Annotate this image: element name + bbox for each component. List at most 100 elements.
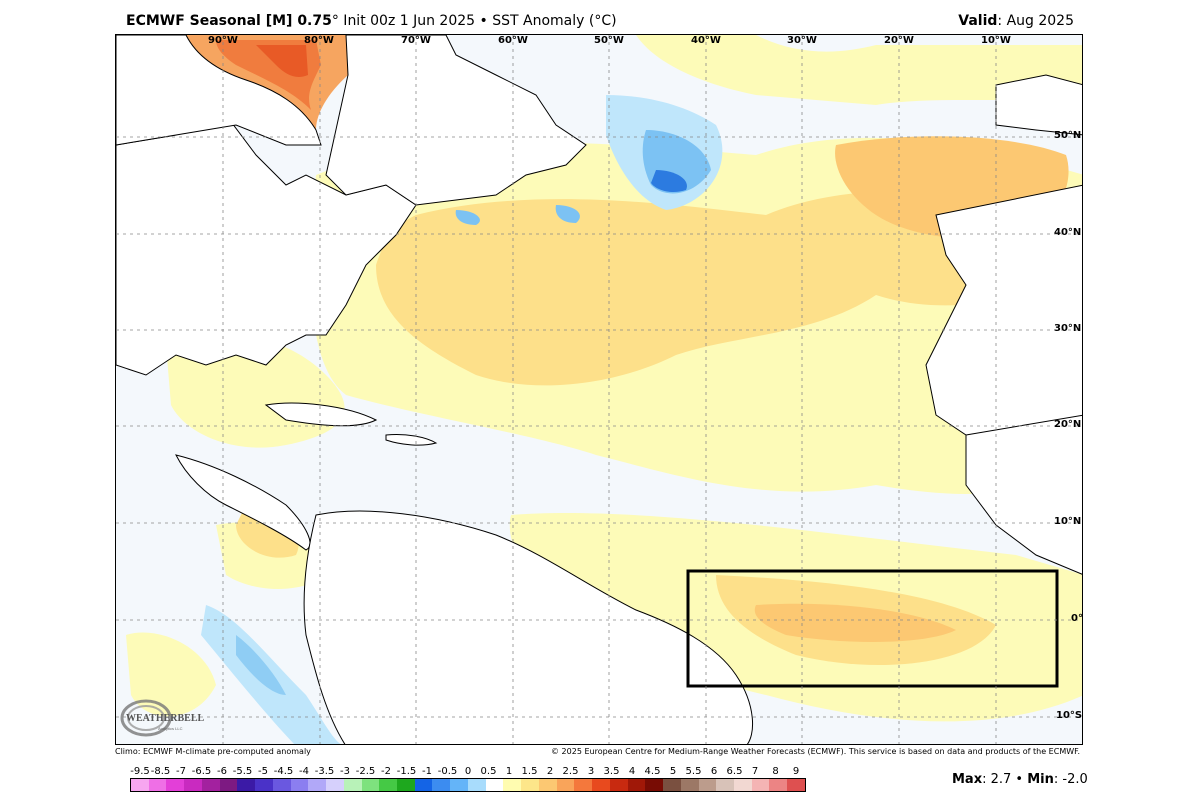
colorbar-tick-label: -8.5 — [150, 766, 171, 777]
north-america-landmass — [116, 114, 417, 376]
min-label: Min — [1027, 772, 1054, 787]
logo-text: WEATHERBELL — [126, 713, 204, 724]
colorbar-swatch — [556, 779, 575, 791]
colorbar-tick-label: -6 — [217, 766, 227, 777]
colorbar-tick-label: -1 — [422, 766, 432, 777]
colorbar-swatch — [255, 779, 273, 791]
colorbar-tick-label: 7 — [751, 766, 759, 777]
colorbar — [130, 778, 806, 792]
colorbar-tick-label: 5 — [669, 766, 677, 777]
colorbar-tick-label: -5.5 — [232, 766, 253, 777]
colorbar-swatch — [450, 779, 468, 791]
lon-label-80w: 80°W — [304, 35, 334, 46]
colorbar-swatch — [627, 779, 646, 791]
highlight-region-box[interactable] — [686, 569, 1059, 688]
colorbar-tick-label: -2 — [381, 766, 391, 777]
colorbar-tick-label: 4 — [628, 766, 636, 777]
hudson-bay-anomaly — [186, 35, 348, 130]
lat-label-equator: 0° — [1071, 613, 1083, 624]
copyright-note: © 2025 European Centre for Medium-Range … — [551, 747, 1080, 756]
lon-label-70w: 70°W — [401, 35, 431, 46]
model-name: ECMWF Seasonal [M] 0.75 — [126, 13, 332, 29]
lon-label-20w: 20°W — [884, 35, 914, 46]
lon-label-60w: 60°W — [498, 35, 528, 46]
colorbar-tick-label: 1.5 — [521, 766, 538, 777]
colorbar-tick-label: 0.5 — [480, 766, 497, 777]
colorbar-swatch — [290, 779, 309, 791]
colorbar-tick-label: -7 — [176, 766, 186, 777]
colorbar-swatch — [733, 779, 752, 791]
canada-north-landmass — [116, 35, 322, 146]
colorbar-swatch — [131, 779, 149, 791]
colorbar-tick-label: -6.5 — [191, 766, 212, 777]
europe-africa-landmass — [925, 184, 1082, 436]
colorbar-swatch — [201, 779, 220, 791]
map-gridlines — [116, 35, 1082, 744]
chart-title: ECMWF Seasonal [M] 0.75° Init 00z 1 Jun … — [126, 13, 617, 29]
lat-label-10s: 10°S — [1056, 710, 1083, 721]
colorbar-swatch — [166, 779, 185, 791]
colorbar-tick-label: -3.5 — [314, 766, 335, 777]
logo-subtext: Analytics LLC — [158, 726, 183, 731]
lat-label-50n: 50°N — [1054, 130, 1082, 141]
lon-label-30w: 30°W — [787, 35, 817, 46]
lon-label-40w: 40°W — [691, 35, 721, 46]
logo-mark: WEATHERBELL Analytics LLC — [120, 699, 204, 737]
max-min-readout: Max: 2.7 • Min: -2.0 — [952, 772, 1088, 787]
colorbar-swatch — [397, 779, 415, 791]
lat-label-10n: 10°N — [1054, 516, 1082, 527]
colorbar-swatch — [609, 779, 628, 791]
colorbar-swatch — [272, 779, 291, 791]
climo-note: Climo: ECMWF M-climate pre-computed anom… — [115, 747, 311, 756]
british-isles-landmass — [995, 74, 1082, 136]
colorbar-swatch — [361, 779, 380, 791]
lat-label-30n: 30°N — [1054, 323, 1082, 334]
hispaniola-landmass — [385, 434, 438, 446]
colorbar-swatch — [680, 779, 699, 791]
colorbar-swatch — [592, 779, 610, 791]
colorbar-tick-label: -2.5 — [355, 766, 376, 777]
colorbar-tick-label: 6.5 — [726, 766, 743, 777]
colorbar-swatch — [663, 779, 681, 791]
lat-label-40n: 40°N — [1054, 227, 1082, 238]
colorbar-swatch — [716, 779, 734, 791]
lon-label-50w: 50°W — [594, 35, 624, 46]
colorbar-swatch — [219, 779, 238, 791]
colorbar-tick-label: 0 — [464, 766, 472, 777]
colorbar-swatch — [184, 779, 202, 791]
min-value: : -2.0 — [1053, 772, 1088, 787]
colorbar-swatch — [645, 779, 664, 791]
colorbar-tick-label: -4.5 — [273, 766, 294, 777]
colorbar-tick-label: -1.5 — [396, 766, 417, 777]
valid-date: Valid: Aug 2025 — [958, 13, 1074, 29]
colorbar-tick-label: -0.5 — [437, 766, 458, 777]
lat-label-20n: 20°N — [1054, 419, 1082, 430]
central-america-landmass — [175, 454, 311, 551]
colorbar-tick-label: -5 — [258, 766, 268, 777]
colorbar-swatch — [574, 779, 593, 791]
colorbar-tick-label: -9.5 — [130, 766, 150, 777]
colorbar-swatch — [769, 779, 788, 791]
max-value: : 2.7 • — [982, 772, 1028, 787]
colorbar-tick-label: 3.5 — [603, 766, 620, 777]
west-africa-landmass — [965, 414, 1082, 575]
colorbar-swatch — [148, 779, 167, 791]
colorbar-swatch — [538, 779, 557, 791]
colorbar-swatch — [521, 779, 539, 791]
anomaly-fill-negative — [201, 95, 723, 744]
sst-anomaly-map[interactable]: 90°W 80°W 70°W 60°W 50°W 40°W 30°W 20°W … — [115, 34, 1083, 745]
colorbar-swatch — [503, 779, 522, 791]
colorbar-swatch — [343, 779, 362, 791]
colorbar-swatch — [326, 779, 344, 791]
colorbar-tick-label: 6 — [710, 766, 718, 777]
colorbar-tick-label: 2.5 — [562, 766, 579, 777]
colorbar-tick-label: 4.5 — [644, 766, 661, 777]
colorbar-swatch — [308, 779, 327, 791]
colorbar-tick-label: 1 — [505, 766, 513, 777]
colorbar-tick-label: 2 — [546, 766, 554, 777]
cuba-landmass — [264, 402, 378, 427]
lon-label-10w: 10°W — [981, 35, 1011, 46]
valid-label: Valid — [958, 13, 998, 29]
colorbar-swatch — [787, 779, 805, 791]
colorbar-swatch — [751, 779, 770, 791]
